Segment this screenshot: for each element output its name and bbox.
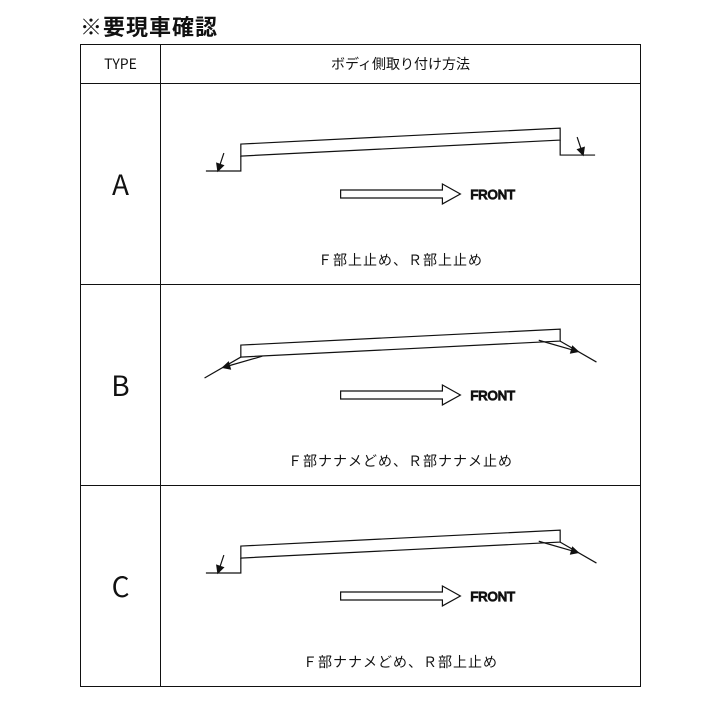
method-cell: FRONT Ｆ部ナナメどめ、Ｒ部ナナメ止め: [161, 285, 641, 486]
type-label: B: [81, 285, 161, 486]
mounting-caption: Ｆ部ナナメどめ、Ｒ部ナナメ止め: [161, 451, 640, 471]
method-cell: FRONT Ｆ部ナナメどめ、Ｒ部上止め: [161, 486, 641, 687]
header-method: ボディ側取り付け方法: [161, 45, 641, 84]
table-row: C FRONT Ｆ部ナナメどめ、Ｒ部上止め: [81, 486, 641, 687]
mounting-caption: Ｆ部上止め、Ｒ部上止め: [161, 250, 640, 270]
table-row: B FRONT Ｆ部ナナメどめ、Ｒ部ナナメ止め: [81, 285, 641, 486]
type-label: C: [81, 486, 161, 687]
method-cell: FRONT Ｆ部上止め、Ｒ部上止め: [161, 84, 641, 285]
header-type: TYPE: [81, 45, 161, 84]
mounting-type-table: TYPE ボディ側取り付け方法 A FRONT Ｆ部上止め、Ｒ部上止めB FRO…: [80, 44, 641, 687]
svg-text:FRONT: FRONT: [470, 589, 515, 604]
svg-text:FRONT: FRONT: [470, 187, 515, 202]
table-row: A FRONT Ｆ部上止め、Ｒ部上止め: [81, 84, 641, 285]
type-label: A: [81, 84, 161, 285]
mounting-caption: Ｆ部ナナメどめ、Ｒ部上止め: [161, 652, 640, 672]
page-title: ※要現車確認: [80, 10, 654, 42]
svg-text:FRONT: FRONT: [470, 388, 515, 403]
